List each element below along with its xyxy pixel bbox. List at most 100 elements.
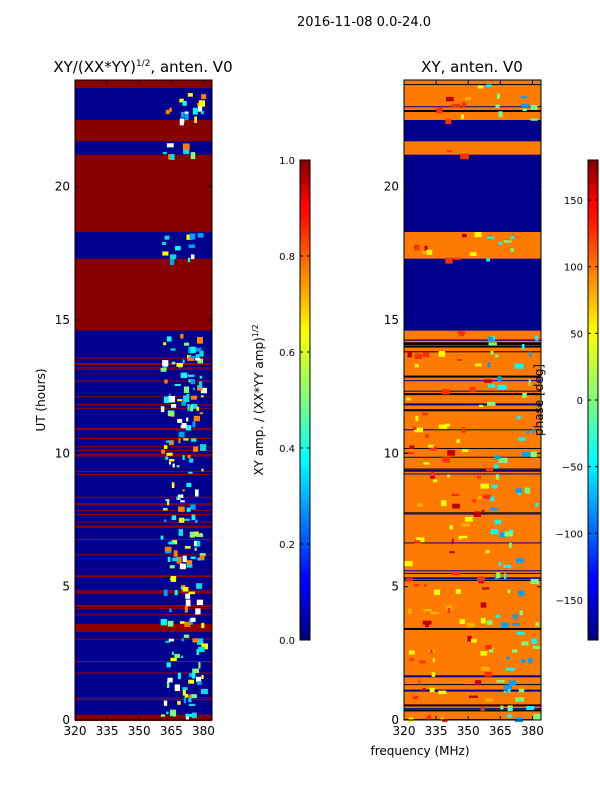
band-pixel <box>167 620 174 627</box>
flagged-row-line <box>75 407 212 409</box>
phase-pixel <box>425 624 429 628</box>
band-pixel <box>179 563 186 570</box>
phase-pixel <box>521 451 530 457</box>
band-pixel <box>201 94 207 100</box>
band-pixel <box>186 417 189 422</box>
band-pixel <box>178 517 185 523</box>
figure-suptitle: 2016-11-08 0.0-24.0 <box>297 15 431 30</box>
phase-pixel <box>422 687 426 692</box>
band-pixel <box>182 455 185 460</box>
phase-pixel <box>508 529 514 534</box>
band-pixel <box>188 471 193 474</box>
band-pixel <box>171 651 174 655</box>
band-pixel <box>171 482 175 489</box>
band-pixel <box>189 531 195 538</box>
band-pixel <box>177 672 181 680</box>
phase-pixel <box>413 583 420 587</box>
flagged-row-line <box>75 446 212 448</box>
x-tick-label: 350 <box>457 724 480 738</box>
band-pixel <box>160 714 165 717</box>
band-pixel <box>200 688 208 695</box>
phase-pixel <box>422 620 432 625</box>
band-pixel <box>169 565 175 569</box>
phase-pixel <box>438 351 446 357</box>
phase-pixel <box>496 679 505 683</box>
band-pixel <box>184 546 191 549</box>
band-pixel <box>199 555 205 561</box>
band-pixel <box>186 507 191 512</box>
band-pixel <box>196 583 203 589</box>
phase-pixel <box>407 352 412 358</box>
phase-pixel <box>444 423 450 427</box>
band-pixel <box>169 258 175 266</box>
phase-pixel <box>458 537 462 540</box>
band-pixel <box>201 622 205 629</box>
flagged-row-line <box>75 504 212 506</box>
band-pixel <box>164 379 168 384</box>
band-pixel <box>199 553 206 557</box>
phase-pixel <box>438 424 448 429</box>
band-pixel <box>188 697 192 703</box>
band-pixel <box>192 668 199 674</box>
band-pixel <box>187 404 190 411</box>
amplitude-panel: XY/(XX*YY)1/2, anten. V0 0 5 10 15 20 320 335… <box>34 58 233 738</box>
band-pixel <box>187 93 193 97</box>
y-tick-label: 20 <box>384 180 399 194</box>
phase-pixel <box>484 698 493 702</box>
phase-pixel <box>522 392 527 398</box>
phase-pixel <box>495 614 501 618</box>
phase-pixel <box>514 363 524 369</box>
phase-pixel <box>498 242 503 245</box>
flagged-row-line <box>75 638 212 640</box>
phase-pixel <box>430 471 435 477</box>
band-pixel <box>165 440 173 443</box>
y-tick-label: 0 <box>391 713 399 727</box>
phase-pixel <box>424 584 427 587</box>
saturated-row <box>75 624 212 632</box>
band-pixel <box>201 674 204 680</box>
x-tick-label: 335 <box>425 724 448 738</box>
phase-pixel <box>418 679 421 685</box>
phase-pixel <box>455 589 461 594</box>
phase-pixel <box>471 638 477 643</box>
phase-pixel <box>510 236 515 240</box>
phase-pixel <box>469 252 477 257</box>
phase-pixel <box>494 519 501 525</box>
band-pixel <box>166 681 170 689</box>
colorbar-tick-label: 0.4 <box>279 444 295 455</box>
phase-pixel <box>460 153 469 160</box>
band-pixel <box>196 599 204 606</box>
band-pixel <box>177 700 181 705</box>
band-pixel <box>186 234 192 240</box>
phase-pixel <box>512 622 521 626</box>
x-tick-label: 320 <box>393 724 416 738</box>
band-pixel <box>164 546 172 552</box>
band-pixel <box>183 518 190 521</box>
phase-pixel <box>481 587 490 590</box>
colorbar-tick-label: −50 <box>562 463 583 474</box>
band-pixel <box>162 360 169 367</box>
phase-pixel <box>446 149 452 153</box>
band-pixel <box>163 445 168 449</box>
phase-pixel <box>474 511 482 517</box>
x-tick-label: 320 <box>64 724 87 738</box>
phase-pixel <box>417 503 423 507</box>
band-pixel <box>180 333 184 339</box>
phase-pixel <box>521 343 525 350</box>
flagged-row-line <box>75 471 212 473</box>
band-pixel <box>173 550 178 557</box>
phase-pixel <box>480 602 487 608</box>
phase-pixel <box>507 705 513 712</box>
band-pixel <box>174 684 181 692</box>
phase-pixel <box>416 537 425 543</box>
band-pixel <box>189 355 196 359</box>
phase-pixel <box>532 646 541 649</box>
band-pixel <box>188 679 195 684</box>
phase-pixel <box>517 490 521 495</box>
flagged-row-line <box>404 106 541 108</box>
phase-pixel <box>451 538 454 545</box>
flagged-row-line <box>404 403 541 406</box>
y-tick-label: 15 <box>384 313 399 327</box>
band-pixel <box>167 410 175 417</box>
phase-pixel <box>433 589 441 595</box>
